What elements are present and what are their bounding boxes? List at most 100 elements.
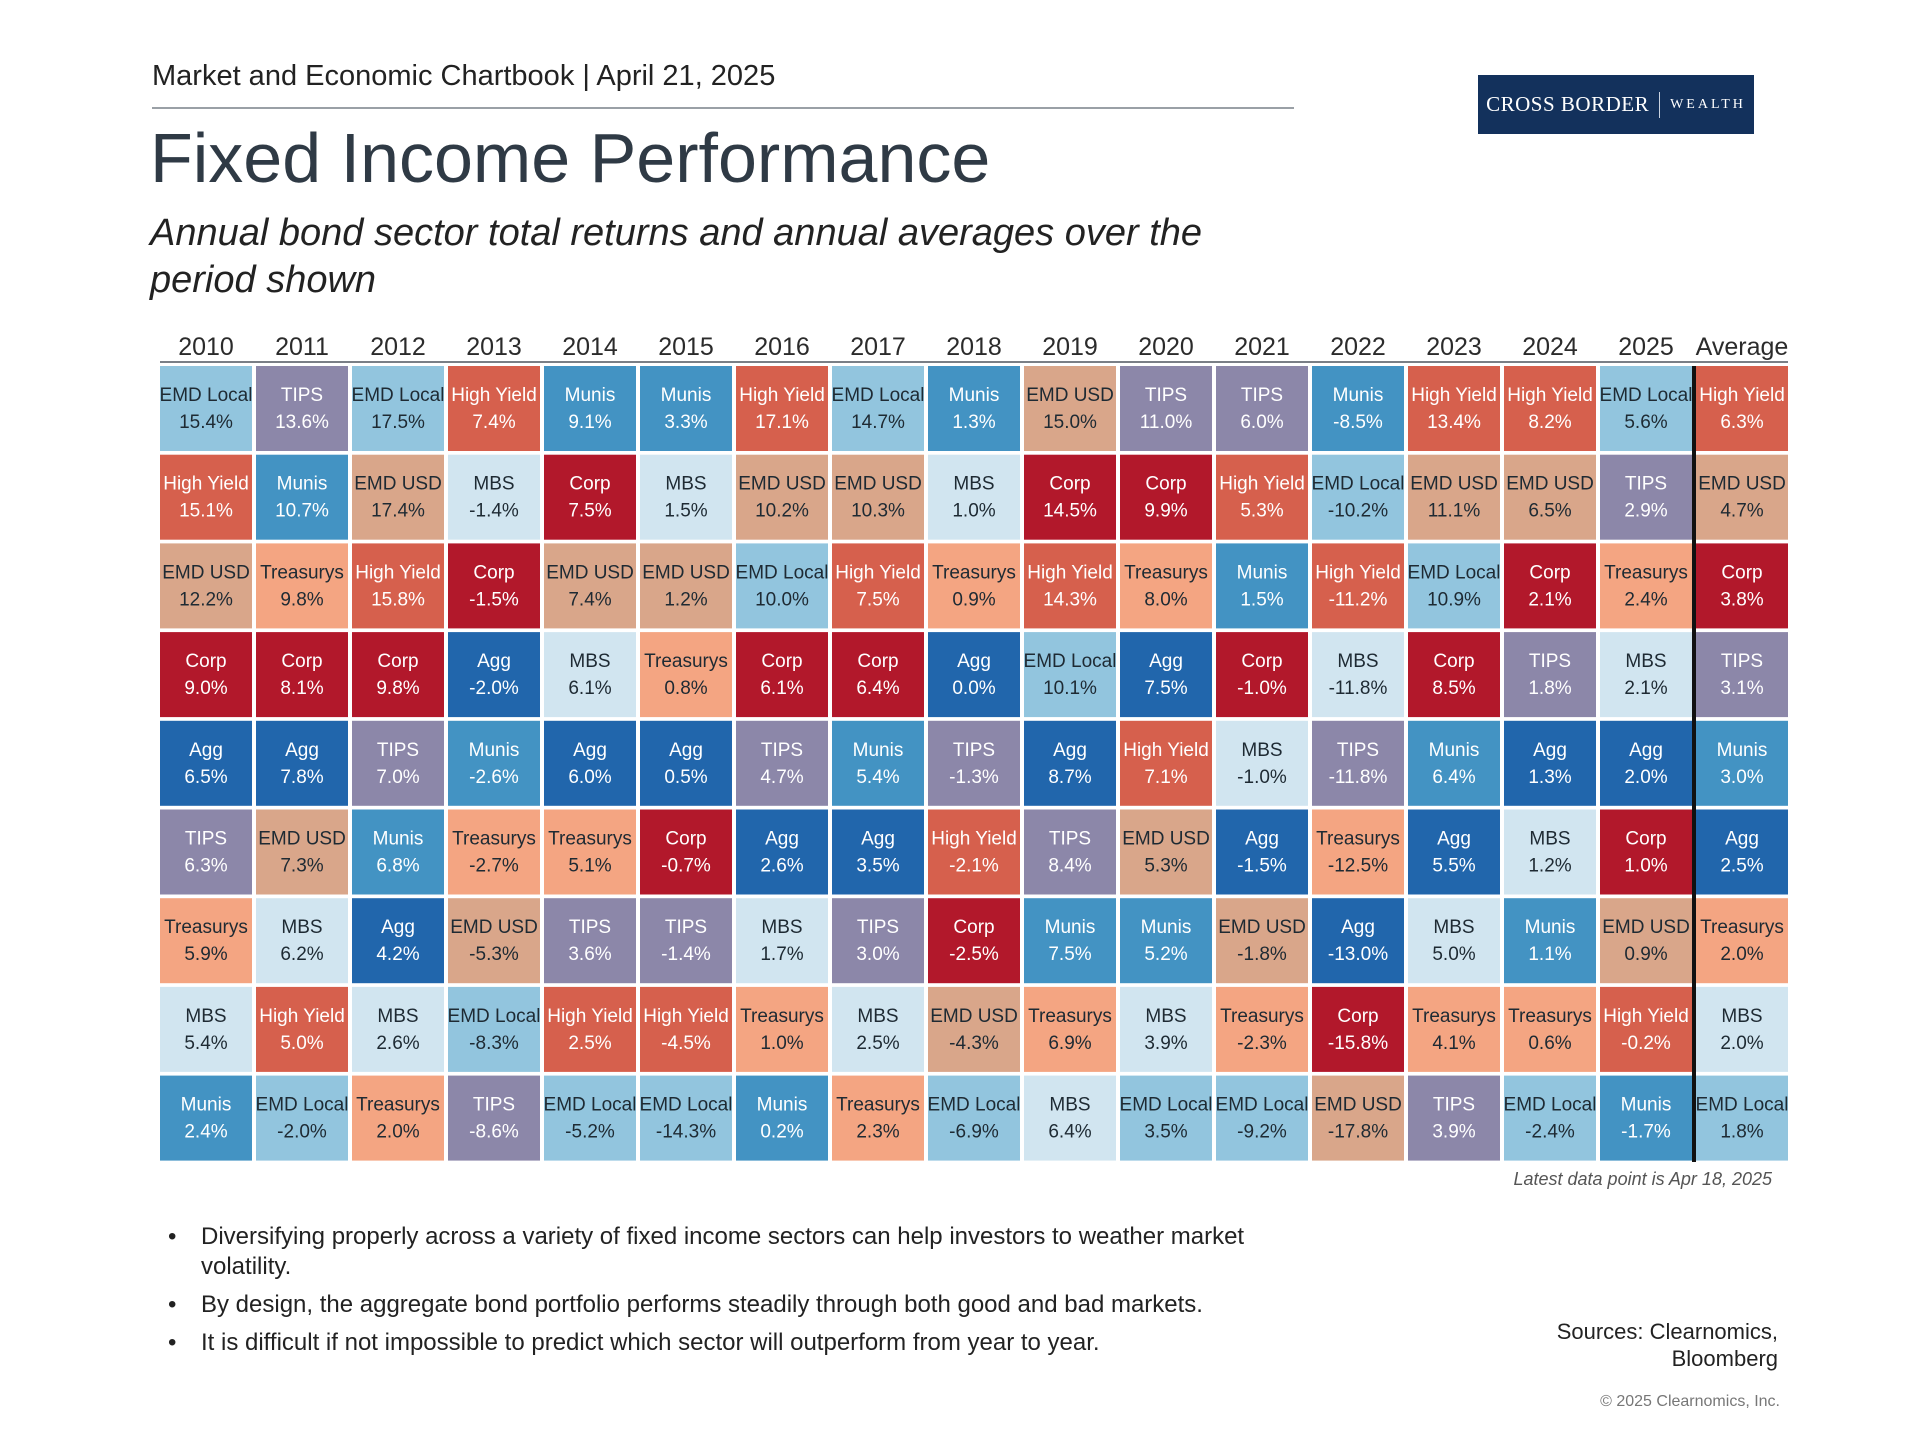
return-value: 7.5%: [856, 589, 899, 610]
latest-data-note: Latest data point is Apr 18, 2025: [1513, 1169, 1772, 1189]
return-cell: High Yield -4.5%: [640, 986, 732, 1072]
return-value: -1.5%: [469, 589, 519, 610]
sector-label: MBS: [1529, 829, 1570, 850]
sector-label: TIPS: [1145, 385, 1187, 406]
return-value: 5.4%: [184, 1033, 227, 1054]
return-cell-bg: [928, 543, 1020, 629]
return-value: 6.5%: [1528, 501, 1571, 522]
return-value: 7.1%: [1144, 767, 1187, 788]
sector-label: Treasurys: [1508, 1006, 1592, 1027]
return-cell-bg: [1504, 898, 1596, 984]
return-value: 3.0%: [856, 944, 899, 965]
return-cell-bg: [1216, 454, 1308, 540]
sector-label: Munis: [1525, 917, 1576, 938]
column-header: 2010: [178, 333, 234, 361]
return-cell-bg: [160, 986, 252, 1072]
return-cell-bg: [160, 632, 252, 718]
return-cell-bg: [736, 632, 828, 718]
return-value: -8.5%: [1333, 412, 1383, 433]
return-cell: Corp 6.4%: [832, 632, 924, 718]
return-cell-bg: [1216, 720, 1308, 806]
return-cell-bg: [1696, 632, 1788, 718]
return-cell: TIPS 3.1%: [1696, 632, 1788, 718]
return-cell: Treasurys 0.6%: [1504, 986, 1596, 1072]
return-cell: Treasurys 0.8%: [640, 632, 732, 718]
return-cell: EMD Local -14.3%: [640, 1075, 732, 1161]
sector-label: MBS: [1433, 917, 1474, 938]
sector-label: Agg: [381, 917, 415, 938]
return-cell-bg: [1408, 986, 1500, 1072]
return-value: 2.0%: [376, 1122, 419, 1143]
return-cell-bg: [1408, 543, 1500, 629]
sector-label: Treasurys: [164, 917, 248, 938]
return-value: 6.4%: [1432, 767, 1475, 788]
logo-text-right: WEALTH: [1670, 96, 1746, 112]
sector-label: EMD USD: [1218, 917, 1306, 938]
sector-label: TIPS: [761, 740, 803, 761]
return-cell-bg: [1408, 898, 1500, 984]
sector-label: Agg: [189, 740, 223, 761]
sector-label: Agg: [861, 829, 895, 850]
return-cell: Corp 14.5%: [1024, 454, 1116, 540]
return-cell: EMD USD 0.9%: [1600, 898, 1692, 984]
return-value: -2.0%: [469, 678, 519, 699]
return-value: 17.4%: [371, 501, 425, 522]
sector-label: Corp: [1145, 474, 1186, 495]
sector-label: EMD Local: [1120, 1095, 1213, 1116]
sector-label: EMD USD: [738, 474, 826, 495]
return-value: 6.8%: [376, 856, 419, 877]
return-value: 7.5%: [1048, 944, 1091, 965]
return-cell: Munis 6.4%: [1408, 720, 1500, 806]
return-cell: EMD USD 10.3%: [832, 454, 924, 540]
return-value: 1.5%: [1240, 589, 1283, 610]
return-value: 12.2%: [179, 589, 233, 610]
return-cell: Treasurys 2.0%: [352, 1075, 444, 1161]
return-value: 6.1%: [760, 678, 803, 699]
return-value: 0.0%: [952, 678, 995, 699]
sector-label: TIPS: [1433, 1095, 1475, 1116]
return-value: -8.3%: [469, 1033, 519, 1054]
return-cell: High Yield 5.3%: [1216, 454, 1308, 540]
return-cell-bg: [1024, 720, 1116, 806]
return-cell: EMD USD -17.8%: [1312, 1075, 1404, 1161]
return-value: -2.7%: [469, 856, 519, 877]
return-cell-bg: [1696, 986, 1788, 1072]
sector-label: Munis: [1141, 917, 1192, 938]
sector-label: EMD USD: [354, 474, 442, 495]
return-value: 1.0%: [952, 501, 995, 522]
return-value: 8.2%: [1528, 412, 1571, 433]
return-cell-bg: [640, 1075, 732, 1161]
return-value: 2.6%: [376, 1033, 419, 1054]
return-value: -9.2%: [1237, 1122, 1287, 1143]
return-cell: EMD Local -10.2%: [1312, 454, 1404, 540]
sector-label: MBS: [1721, 1006, 1762, 1027]
sector-label: High Yield: [547, 1006, 633, 1027]
sector-label: EMD USD: [1026, 385, 1114, 406]
return-value: 5.0%: [280, 1033, 323, 1054]
return-cell: Agg 0.0%: [928, 632, 1020, 718]
column-header: 2016: [754, 333, 810, 361]
return-cell: Corp -1.0%: [1216, 632, 1308, 718]
return-cell: Treasurys 8.0%: [1120, 543, 1212, 629]
return-cell: Agg 7.8%: [256, 720, 348, 806]
return-cell: Corp 7.5%: [544, 454, 636, 540]
return-cell-bg: [1600, 986, 1692, 1072]
return-cell: High Yield 8.2%: [1504, 366, 1596, 451]
return-cell-bg: [832, 720, 924, 806]
return-value: 6.4%: [1048, 1122, 1091, 1143]
return-value: 1.2%: [1528, 856, 1571, 877]
return-cell: Treasurys 5.1%: [544, 809, 636, 895]
return-cell-bg: [160, 543, 252, 629]
return-value: -17.8%: [1328, 1122, 1388, 1143]
return-cell: EMD USD 6.5%: [1504, 454, 1596, 540]
return-value: 1.1%: [1528, 944, 1571, 965]
return-cell-bg: [1408, 366, 1500, 451]
return-value: 5.2%: [1144, 944, 1187, 965]
return-value: 5.3%: [1240, 501, 1283, 522]
return-cell-bg: [1600, 1075, 1692, 1161]
return-cell: EMD USD 12.2%: [160, 543, 252, 629]
return-value: 8.1%: [280, 678, 323, 699]
return-cell-bg: [928, 986, 1020, 1072]
sector-label: Corp: [281, 651, 322, 672]
return-cell-bg: [1024, 543, 1116, 629]
